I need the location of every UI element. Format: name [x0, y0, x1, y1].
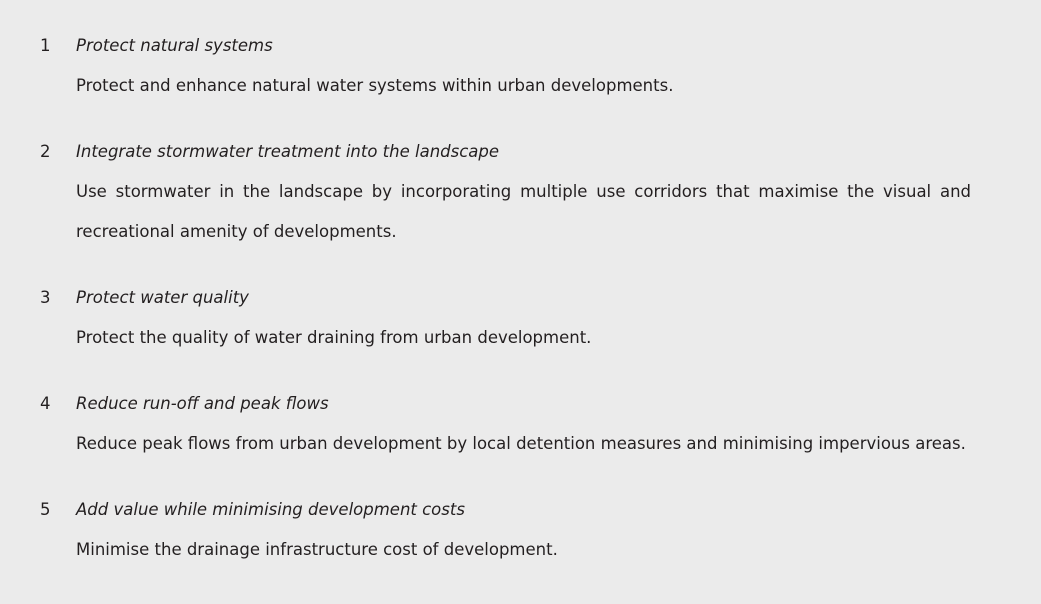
- item-title: Reduce run-off and peak flows: [76, 394, 329, 413]
- item-number: 2: [40, 142, 51, 161]
- list-item: 5 Add value while minimising development …: [40, 490, 1041, 570]
- item-number: 3: [40, 288, 51, 307]
- item-description: Minimise the drainage infrastructure cos…: [76, 540, 558, 559]
- item-number: 4: [40, 394, 51, 413]
- list-item: 3 Protect water quality Protect the qualit…: [40, 278, 1041, 358]
- item-number: 5: [40, 500, 51, 519]
- item-description: Use stormwater in the landscape by incor…: [76, 182, 971, 241]
- item-description: Protect the quality of water draining fr…: [76, 328, 592, 347]
- item-title: Add value while minimising development c…: [76, 500, 465, 519]
- item-title: Protect natural systems: [76, 36, 273, 55]
- item-number: 1: [40, 36, 51, 55]
- item-title: Integrate stormwater treatment into the …: [76, 142, 500, 161]
- list-item: 4 Reduce run-off and peak flows Reduce pea…: [40, 384, 1041, 464]
- list-item: 1 Protect natural systems Protect and enha…: [40, 26, 1041, 106]
- item-title: Protect water quality: [76, 288, 249, 307]
- item-description: Protect and enhance natural water system…: [76, 76, 674, 95]
- list-item: 2 Integrate stormwater treatment into the…: [40, 132, 1041, 252]
- item-description: Reduce peak flows from urban development…: [76, 434, 966, 453]
